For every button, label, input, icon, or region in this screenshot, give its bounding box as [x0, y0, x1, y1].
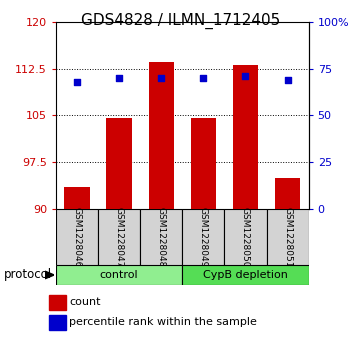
Point	[285, 77, 291, 83]
Text: count: count	[69, 297, 101, 307]
Text: CypB depletion: CypB depletion	[203, 270, 288, 280]
Point	[243, 73, 248, 79]
Text: GSM1228047: GSM1228047	[115, 207, 123, 267]
Text: protocol: protocol	[4, 269, 52, 281]
Point	[158, 75, 164, 81]
Text: percentile rank within the sample: percentile rank within the sample	[69, 317, 257, 327]
Bar	[191, 118, 216, 209]
Text: GSM1228051: GSM1228051	[283, 207, 292, 267]
Bar	[149, 62, 174, 209]
Point	[200, 75, 206, 81]
Text: control: control	[100, 270, 138, 280]
Bar	[49, 315, 66, 330]
Bar	[266, 209, 309, 265]
Bar	[140, 209, 182, 265]
Polygon shape	[45, 271, 54, 279]
Bar	[56, 209, 98, 265]
Point	[74, 79, 80, 85]
Bar	[106, 118, 132, 209]
Text: GDS4828 / ILMN_1712405: GDS4828 / ILMN_1712405	[81, 13, 280, 29]
Bar	[182, 265, 309, 285]
Bar	[64, 187, 90, 209]
Bar	[98, 209, 140, 265]
Text: GSM1228046: GSM1228046	[73, 207, 82, 267]
Point	[116, 75, 122, 81]
Bar	[56, 265, 182, 285]
Bar	[275, 178, 300, 209]
Text: GSM1228048: GSM1228048	[157, 207, 166, 267]
Bar	[233, 65, 258, 209]
Bar	[225, 209, 266, 265]
Text: GSM1228049: GSM1228049	[199, 207, 208, 267]
Text: GSM1228050: GSM1228050	[241, 207, 250, 267]
Bar	[49, 295, 66, 310]
Bar	[182, 209, 225, 265]
